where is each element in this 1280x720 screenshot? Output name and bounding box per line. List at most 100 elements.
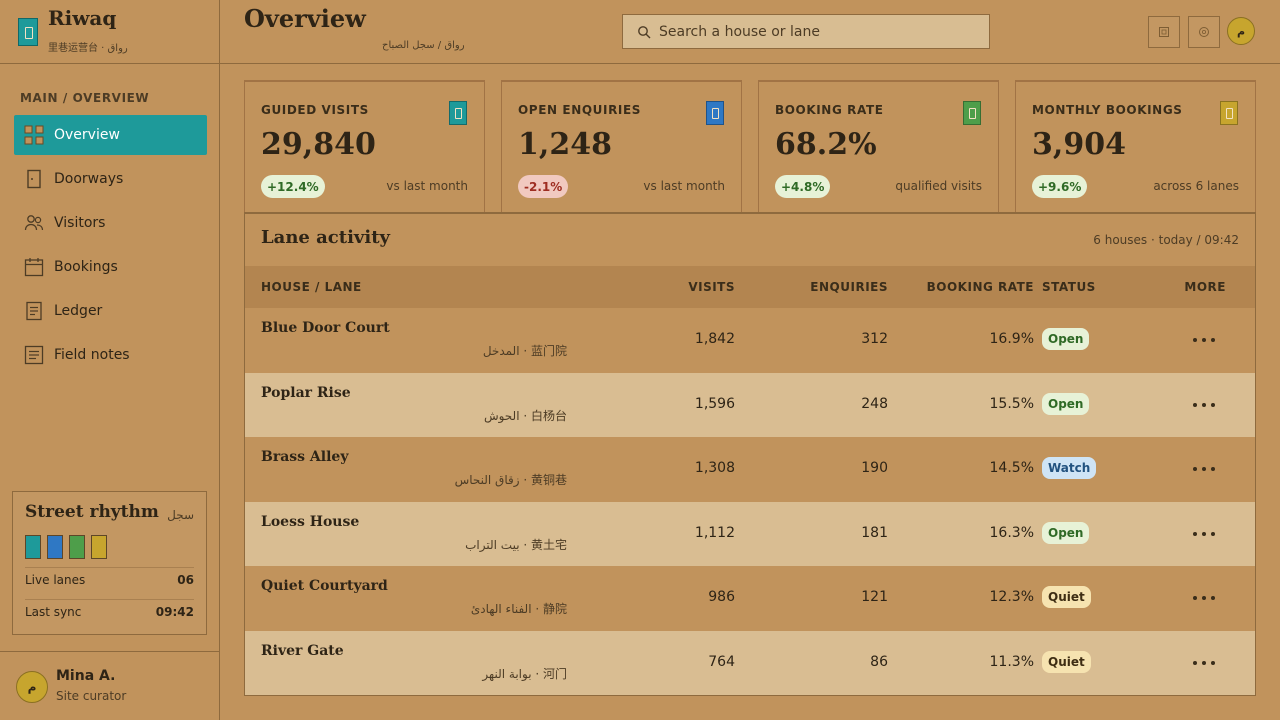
door-icon xyxy=(449,101,467,125)
col-more: MORE xyxy=(1184,280,1226,294)
status-badge: Open xyxy=(1042,521,1090,544)
status-badge: Quiet xyxy=(1042,586,1091,609)
booking-rate-cell: 15.5% xyxy=(989,395,1034,412)
kpi-delta-badge: +4.8% xyxy=(775,175,831,198)
booking-rate-cell: 12.3% xyxy=(989,589,1034,606)
kpi-monthly-bookings: MONTHLY BOOKINGS 3,904 +9.6% across 6 la… xyxy=(1015,80,1256,213)
kpi-label: GUIDED VISITS xyxy=(261,103,369,117)
door-button[interactable] xyxy=(1148,16,1180,48)
sidebar-item-overview[interactable]: Overview xyxy=(14,115,207,155)
sidebar-item-field-notes[interactable]: Field notes xyxy=(14,335,207,375)
kpi-delta-badge: +9.6% xyxy=(1032,175,1088,198)
last-sync-row: Last sync 09:42 xyxy=(25,599,194,623)
calendar-icon xyxy=(24,257,44,277)
booking-rate-cell: 11.3% xyxy=(989,653,1034,670)
table-row[interactable]: River Gate بوابة النهر · 河门 764 86 11.3%… xyxy=(245,630,1255,695)
live-lanes-row: Live lanes 06 xyxy=(25,567,194,591)
user-profile[interactable]: م Mina A. Site curator xyxy=(0,651,219,720)
sidebar-item-label: Field notes xyxy=(54,347,130,363)
sidebar-item-bookings[interactable]: Bookings xyxy=(14,247,207,287)
door-logo-icon xyxy=(18,18,38,46)
last-sync-value: 09:42 xyxy=(155,604,194,619)
table-row[interactable]: Quiet Courtyard الفناء الهادئ · 静院 986 1… xyxy=(245,566,1255,631)
visits-cell: 1,308 xyxy=(694,460,735,477)
table-body: Blue Door Court المدخل · 蓝门院 1,842 312 1… xyxy=(245,308,1255,695)
sidebar-item-label: Doorways xyxy=(54,171,124,187)
house-subtitle: زقاق النحاس · 黄铜巷 xyxy=(454,473,567,488)
kpi-value: 3,904 xyxy=(1032,127,1126,162)
enquiries-cell: 312 xyxy=(861,331,888,347)
swatch-blue xyxy=(47,535,63,559)
sidebar-item-label: Ledger xyxy=(54,303,103,319)
enquiries-cell: 86 xyxy=(870,653,888,670)
brand-name: Riwaq xyxy=(48,6,117,30)
more-options-icon[interactable] xyxy=(1193,526,1215,542)
house-name: Poplar Rise xyxy=(261,384,351,401)
kpi-value: 1,248 xyxy=(518,127,612,162)
live-lanes-value: 06 xyxy=(177,572,194,587)
search-box[interactable] xyxy=(622,14,990,49)
rhythm-title: Street rhythm xyxy=(25,502,159,522)
rhythm-arabic-label: سجل xyxy=(167,508,194,522)
breadcrumb: رواق / سجل الصباح xyxy=(382,40,465,51)
booking-rate-cell: 16.3% xyxy=(989,524,1034,541)
panel-title: Lane activity xyxy=(261,227,390,248)
user-name: Mina A. xyxy=(56,668,116,684)
avatar: م xyxy=(16,671,48,703)
search-input[interactable] xyxy=(659,23,979,40)
swatch-teal xyxy=(25,535,41,559)
swatch-green xyxy=(69,535,85,559)
top-header: Overview رواق / سجل الصباح م xyxy=(220,0,1280,64)
door-icon xyxy=(1159,27,1169,37)
status-badge: Open xyxy=(1042,328,1090,350)
house-name: Loess House xyxy=(261,513,360,530)
enquiries-cell: 190 xyxy=(861,460,888,477)
table-row[interactable]: Blue Door Court المدخل · 蓝门院 1,842 312 1… xyxy=(245,308,1255,373)
table-row[interactable]: Poplar Rise الحوش · 白杨台 1,596 248 15.5% … xyxy=(245,372,1255,438)
col-enquiries: ENQUIRIES xyxy=(810,280,888,294)
more-options-icon[interactable] xyxy=(1193,655,1215,671)
kpi-delta-badge: +12.4% xyxy=(261,175,325,198)
swatch-gold xyxy=(91,535,107,559)
more-options-icon[interactable] xyxy=(1193,397,1215,413)
sidebar-item-doorways[interactable]: Doorways xyxy=(14,159,207,199)
house-subtitle: المدخل · 蓝门院 xyxy=(482,344,567,358)
kpi-open-enquiries: OPEN ENQUIRIES 1,248 -2.1% vs last month xyxy=(501,80,742,213)
sidebar: Riwaq 里巷运营台 · رواق MAIN / OVERVIEW Overv… xyxy=(0,0,220,720)
enquiries-cell: 248 xyxy=(861,395,888,412)
table-row[interactable]: Loess House بيت التراب · 黄土宅 1,112 181 1… xyxy=(245,501,1255,567)
more-options-icon[interactable] xyxy=(1193,590,1215,606)
lane-swatches xyxy=(25,535,107,559)
sidebar-item-visitors[interactable]: Visitors xyxy=(14,203,207,243)
last-sync-label: Last sync xyxy=(25,604,82,619)
house-name: Brass Alley xyxy=(261,449,349,466)
kpi-label: BOOKING RATE xyxy=(775,103,884,117)
door-icon xyxy=(963,101,981,125)
sidebar-item-ledger[interactable]: Ledger xyxy=(14,291,207,331)
door-icon xyxy=(706,101,724,125)
lane-activity-panel: Lane activity 6 houses · today / 09:42 H… xyxy=(244,212,1256,696)
house-name: River Gate xyxy=(261,642,344,659)
booking-rate-cell: 16.9% xyxy=(989,331,1034,347)
visits-cell: 764 xyxy=(708,653,735,670)
booking-rate-cell: 14.5% xyxy=(989,460,1034,477)
kpi-booking-rate: BOOKING RATE 68.2% +4.8% qualified visit… xyxy=(758,80,999,213)
live-lanes-label: Live lanes xyxy=(25,572,86,587)
house-subtitle: الحوش · 白杨台 xyxy=(483,408,567,423)
kpi-label: OPEN ENQUIRIES xyxy=(518,103,642,117)
kpi-value: 68.2% xyxy=(775,127,877,162)
house-subtitle: بيت التراب · 黄土宅 xyxy=(465,537,567,552)
status-badge: Quiet xyxy=(1042,650,1091,673)
table-row[interactable]: Brass Alley زقاق النحاس · 黄铜巷 1,308 190 … xyxy=(245,437,1255,502)
more-options-icon[interactable] xyxy=(1193,332,1215,348)
more-options-icon[interactable] xyxy=(1193,461,1215,477)
street-rhythm-card: Street rhythm سجل Live lanes 06 Last syn… xyxy=(12,491,207,635)
grid-icon xyxy=(24,125,44,145)
door-icon xyxy=(24,169,44,189)
col-house: HOUSE / LANE xyxy=(261,280,362,294)
col-visits: VISITS xyxy=(688,280,735,294)
sidebar-item-label: Bookings xyxy=(54,259,118,275)
settings-button[interactable] xyxy=(1188,16,1220,48)
header-avatar[interactable]: م xyxy=(1227,17,1255,45)
kpi-delta-badge: -2.1% xyxy=(518,175,569,198)
